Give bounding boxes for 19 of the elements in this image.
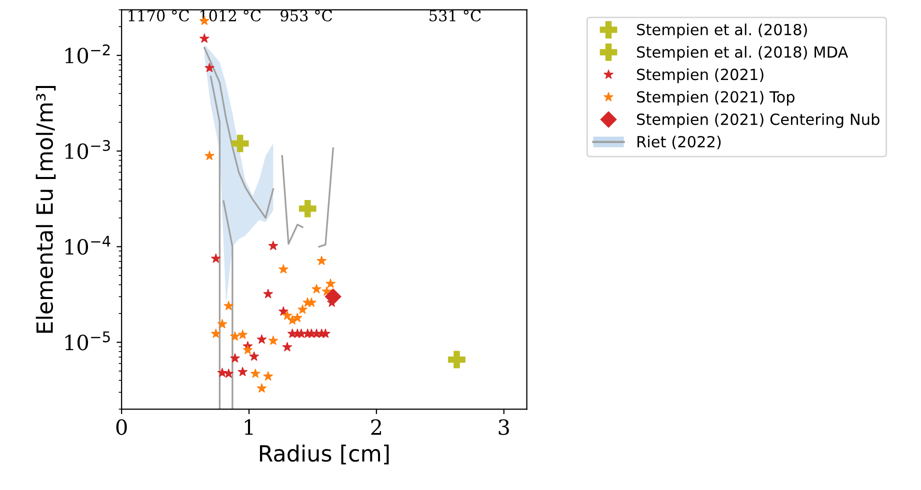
- legend-label: Riet (2022): [638, 136, 721, 150]
- y-tick-label: 10$^{−4}$: [65, 236, 110, 255]
- x-tick-label: 2: [371, 419, 382, 435]
- legend-label: Stempien (2021): [637, 68, 764, 84]
- y-axis-title: Elemental Eu [mol/m³]: [36, 86, 56, 333]
- x-tick-label: 1: [244, 419, 253, 435]
- legend-label: Stempien (2021) Centering Nub: [637, 113, 880, 128]
- x-tick-label: 3: [498, 419, 509, 435]
- legend-label: Stempien et al. (2018): [637, 24, 807, 38]
- y-tick-label: 10$^{−5}$: [65, 331, 110, 350]
- y-tick-label: 10$^{−2}$: [65, 44, 110, 64]
- y-tick-label: 10$^{−3}$: [65, 140, 110, 160]
- annotation: 1170 °C: [128, 10, 189, 22]
- x-axis-title: Radius [cm]: [260, 444, 389, 464]
- legend-label: Stempien (2021) Top: [637, 90, 794, 106]
- legend-label: Stempien et al. (2018) MDA: [637, 46, 848, 61]
- x-tick-label: 0: [116, 419, 127, 435]
- annotation: 531 °C: [430, 10, 481, 22]
- annotation: 953 °C: [280, 10, 332, 22]
